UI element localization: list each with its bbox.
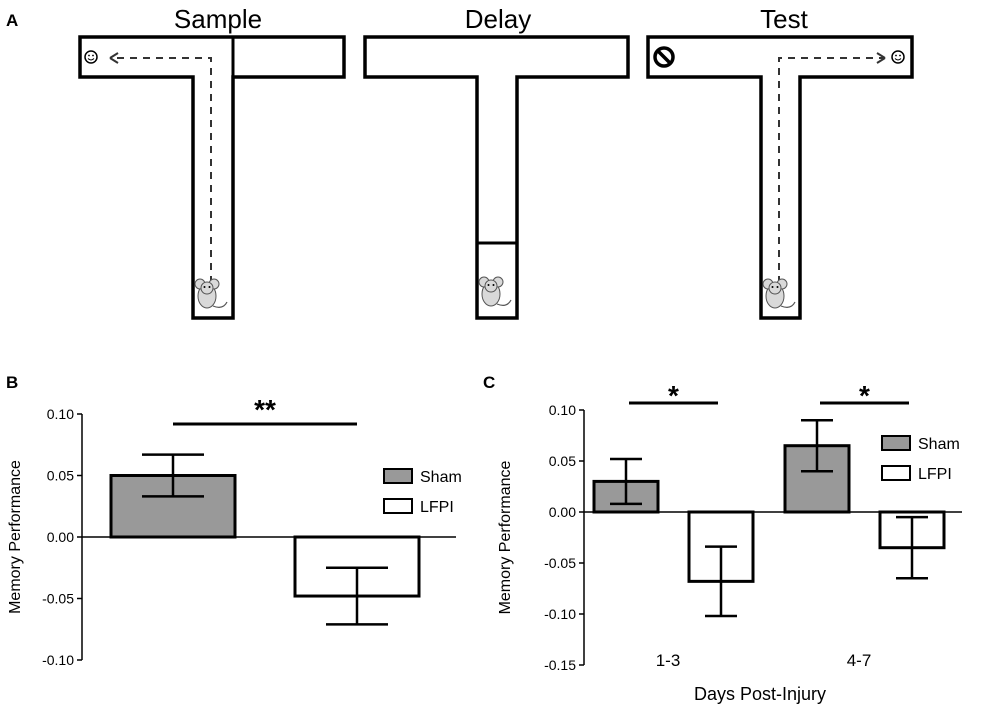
- legend-label: Sham: [918, 436, 960, 453]
- panel-c-label: C: [483, 373, 495, 392]
- bar-sham: [109, 474, 237, 539]
- sample-maze: Sample: [78, 4, 346, 320]
- delay-maze: Delay: [363, 4, 630, 320]
- test-title: Test: [760, 4, 808, 34]
- y-tick-label: 0.10: [47, 406, 74, 422]
- reward-smiley-icon: [84, 50, 98, 64]
- reward-smiley-icon: [891, 50, 905, 64]
- y-tick-label: 0.05: [549, 453, 576, 469]
- sample-path-arrow: [110, 57, 212, 283]
- y-tick-label: 0.05: [47, 468, 74, 484]
- legend-label: LFPI: [918, 466, 952, 483]
- y-tick-label: 0.00: [549, 504, 576, 520]
- y-tick-label: -0.15: [544, 657, 576, 673]
- y-tick-label: -0.05: [42, 591, 74, 607]
- y-tick-label: -0.10: [42, 652, 74, 668]
- y-tick-label: 0.10: [549, 402, 576, 418]
- legend-swatch: [881, 465, 911, 481]
- significance-marker: *: [859, 380, 870, 411]
- x-category-label: 1-3: [656, 651, 681, 670]
- x-category-label: 4-7: [847, 651, 872, 670]
- legend-label: Sham: [420, 469, 462, 486]
- x-axis-title: Days Post-Injury: [694, 684, 826, 704]
- test-maze: Test: [646, 4, 914, 320]
- y-axis-title: Memory Performance: [497, 460, 514, 614]
- y-tick-label: -0.05: [544, 555, 576, 571]
- y-axis-title: Memory Performance: [7, 460, 24, 614]
- chart-c: 0.10 0.05 0.00 -0.05 -0.10 -0.15 Memory Perfor…: [497, 380, 962, 704]
- legend-swatch: [881, 435, 911, 451]
- chart-b: 0.10 0.05 0.00 -0.05 -0.10 Memory Performance…: [7, 394, 462, 668]
- significance-marker: *: [668, 380, 679, 411]
- sample-title: Sample: [174, 4, 262, 34]
- legend-swatch: [383, 468, 413, 484]
- significance-marker: **: [254, 394, 276, 425]
- legend-label: LFPI: [420, 499, 454, 516]
- panel-a-label: A: [6, 11, 18, 30]
- test-path-arrow: [778, 57, 885, 283]
- delay-title: Delay: [465, 4, 531, 34]
- no-entry-icon: [653, 46, 675, 68]
- y-tick-label: 0.00: [47, 529, 74, 545]
- y-tick-label: -0.10: [544, 606, 576, 622]
- legend-swatch: [383, 498, 413, 514]
- panel-b-label: B: [6, 373, 18, 392]
